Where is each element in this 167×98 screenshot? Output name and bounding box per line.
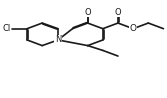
Text: Cl: Cl <box>3 24 11 33</box>
Text: O: O <box>84 8 91 17</box>
Text: N: N <box>55 35 61 44</box>
Text: O: O <box>115 8 121 17</box>
Text: O: O <box>130 24 137 33</box>
